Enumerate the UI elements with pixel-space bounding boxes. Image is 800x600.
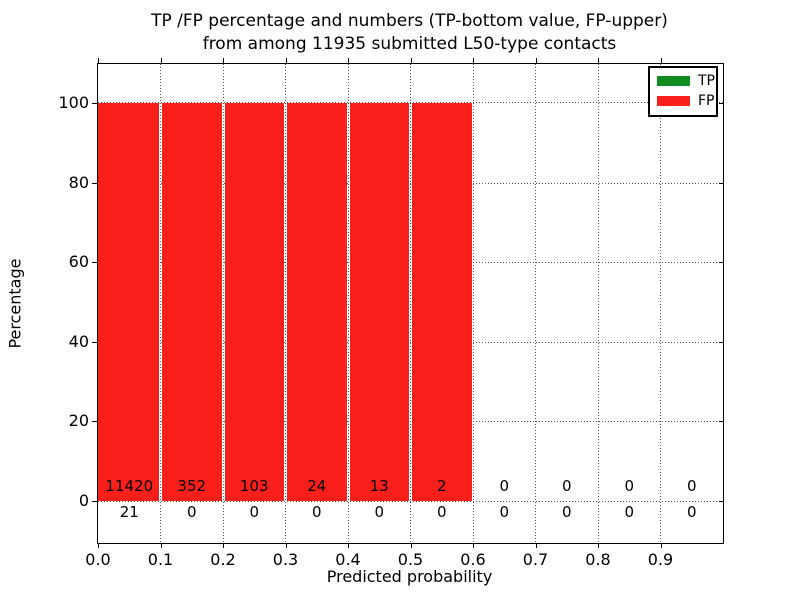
plot-area: TP FP 11420 21 352 0 103 0 24 0 13 0 2 0 0 0 0 0 0 0 0 0 0.0… (58, 57, 724, 569)
x-tick-label: 0.4 (335, 550, 361, 569)
fp-count-label: 0 (561, 477, 572, 495)
v-gridline (472, 64, 474, 543)
v-gridline (535, 64, 536, 543)
x-tick-label: 0.1 (147, 550, 174, 569)
x-tick-label: 0.2 (210, 550, 236, 569)
y-tick-mark (91, 421, 97, 423)
fp-bar (412, 103, 472, 501)
x-tick-mark (660, 543, 662, 548)
fp-count-label: 0 (624, 477, 635, 495)
fp-count-label: 24 (307, 477, 327, 495)
fp-bar (224, 103, 284, 501)
x-tick-label: 0.3 (272, 550, 299, 569)
fp-count-label: 11420 (105, 477, 154, 495)
y-axis-label: Percentage (5, 258, 25, 349)
y-tick-mark (91, 262, 97, 264)
x-tick-mark (98, 543, 99, 548)
y-tick-mark (718, 421, 724, 423)
x-axis-label: Predicted probability (326, 567, 493, 586)
tp-legend-swatch-icon (657, 76, 690, 86)
y-tick-mark (718, 501, 724, 502)
y-tick-mark (718, 262, 724, 264)
y-tick-mark (91, 103, 97, 104)
x-tick-label: 0.7 (522, 550, 549, 569)
x-tick-mark (160, 57, 162, 63)
tp-count-label: 0 (561, 503, 572, 521)
y-tick-label: 60 (68, 252, 89, 272)
y-tick-label: 0 (78, 491, 89, 510)
v-gridline (660, 64, 661, 543)
tp-count-label: 0 (311, 503, 322, 521)
y-tick-label: 20 (68, 411, 89, 431)
fp-count-label: 0 (499, 477, 510, 495)
v-gridline (222, 64, 224, 543)
chart-title-line2: from among 11935 submitted L50-type cont… (202, 34, 617, 54)
fp-count-label: 352 (177, 477, 207, 495)
tp-count-label: 0 (186, 503, 197, 521)
x-tick-label: 0.5 (397, 550, 424, 569)
x-tick-mark (410, 57, 412, 63)
x-tick-mark (598, 57, 599, 63)
x-tick-mark (410, 543, 412, 548)
y-tick-label: 100 (58, 93, 89, 112)
fp-count-label: 2 (436, 477, 447, 495)
x-tick-label: 0.8 (585, 550, 611, 569)
fp-bar (98, 103, 159, 501)
y-tick-label: 80 (68, 172, 89, 192)
tp-count-label: 0 (436, 503, 447, 521)
chart-title-line1: TP /FP percentage and numbers (TP-bottom… (151, 11, 668, 31)
fp-bar (162, 103, 222, 501)
tp-count-label: 21 (119, 503, 139, 521)
v-gridline (347, 64, 349, 543)
x-tick-label: 0.9 (647, 550, 674, 569)
tp-count-label: 0 (374, 503, 385, 521)
tp-count-label: 0 (499, 503, 510, 521)
x-tick-mark (160, 543, 162, 548)
v-gridline (285, 64, 286, 543)
legend-label-tp: TP (698, 73, 715, 89)
tp-count-label: 0 (686, 503, 697, 521)
fp-bar (349, 103, 409, 501)
y-tick-mark (718, 341, 724, 343)
legend-label-fp: FP (698, 93, 715, 109)
fp-count-label: 13 (369, 477, 389, 495)
v-gridline (160, 64, 161, 543)
x-tick-mark (223, 57, 224, 63)
x-tick-mark (348, 543, 349, 548)
x-tick-mark (348, 57, 349, 63)
legend-row-fp: FP (657, 91, 716, 111)
y-tick-mark (718, 182, 724, 184)
legend-row-tp: TP (657, 71, 716, 91)
chart-title: TP /FP percentage and numbers (TP-bottom… (97, 10, 722, 56)
x-tick-mark (223, 543, 224, 548)
tp-count-label: 0 (624, 503, 635, 521)
x-tick-mark (535, 543, 537, 548)
fp-count-label: 0 (686, 477, 697, 495)
legend: TP FP (648, 66, 718, 117)
x-tick-mark (98, 57, 99, 63)
x-tick-mark (285, 57, 287, 63)
x-tick-mark (535, 57, 537, 63)
fp-legend-swatch-icon (657, 96, 690, 106)
x-tick-mark (598, 543, 599, 548)
fp-count-label: 103 (239, 477, 269, 495)
tp-count-label: 0 (249, 503, 260, 521)
x-tick-mark (473, 57, 474, 63)
y-tick-mark (718, 103, 724, 104)
y-tick-mark (91, 501, 97, 502)
x-tick-mark (473, 543, 474, 548)
x-tick-label: 0.6 (460, 550, 486, 569)
x-tick-mark (285, 543, 287, 548)
y-tick-mark (91, 182, 97, 184)
fp-bar (287, 103, 347, 501)
v-gridline (410, 64, 411, 543)
x-tick-label: 0.0 (85, 550, 111, 569)
y-tick-label: 40 (68, 331, 89, 351)
v-gridline (597, 64, 599, 543)
x-tick-mark (660, 57, 662, 63)
y-tick-mark (91, 341, 97, 343)
